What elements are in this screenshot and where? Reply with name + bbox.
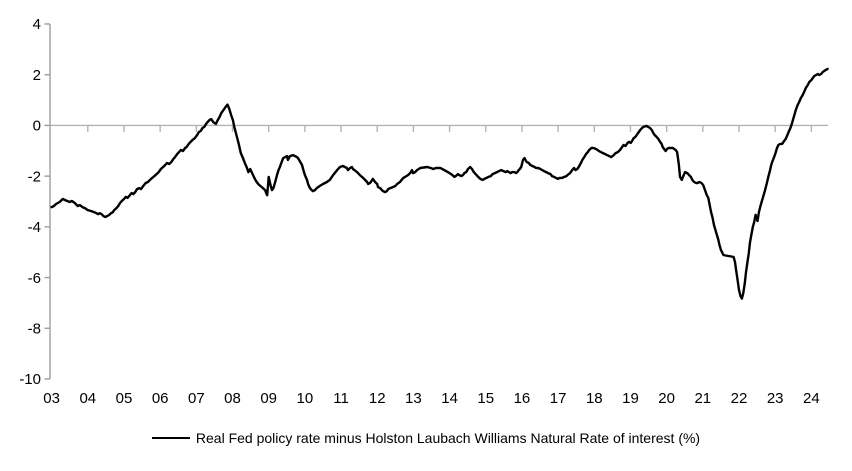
x-tick-label: 14 (441, 390, 458, 407)
x-tick-label: 04 (79, 390, 96, 407)
y-tick-label: 2 (33, 67, 41, 84)
x-tick-label: 22 (731, 390, 748, 407)
y-tick-label: -10 (19, 371, 41, 388)
y-tick-label: -4 (28, 219, 41, 236)
x-tick-label: 03 (43, 390, 60, 407)
x-tick-label: 17 (550, 390, 567, 407)
y-tick-label: 4 (33, 16, 41, 33)
legend-label: Real Fed policy rate minus Holston Lauba… (195, 430, 701, 446)
y-tick-label: -6 (28, 270, 41, 287)
x-tick-label: 10 (297, 390, 314, 407)
x-tick-label: 08 (224, 390, 241, 407)
y-tick-label: -2 (28, 168, 41, 185)
y-tick-label: -8 (28, 320, 41, 337)
x-tick-label: 05 (116, 390, 133, 407)
x-tick-label: 11 (333, 390, 349, 407)
x-tick-label: 06 (152, 390, 169, 407)
y-tick-label: 0 (33, 118, 41, 135)
chart-svg: 420-2-4-6-8-10 03 04 05 06 07 08 09 10 11 12 13 14 1… (19, 16, 829, 407)
x-tick-label: 18 (586, 390, 603, 407)
x-tick-label: 24 (803, 390, 820, 407)
y-axis (44, 23, 51, 380)
x-tick-label: 09 (260, 390, 277, 407)
series-line (50, 67, 829, 300)
x-tick-label: 07 (188, 390, 205, 407)
x-tick-label: 23 (767, 390, 784, 407)
legend: Real Fed policy rate minus Holston Lauba… (0, 430, 852, 446)
x-tick-label: 19 (622, 390, 639, 407)
x-tick-label: 20 (658, 390, 675, 407)
legend-line-swatch (151, 437, 190, 439)
x-tick-label: 15 (477, 390, 494, 407)
x-tick-label: 21 (694, 390, 711, 407)
x-tick-label: 12 (369, 390, 386, 407)
x-tick-label: 13 (405, 390, 422, 407)
x-axis-labels: 03 04 05 06 07 08 09 10 11 12 13 14 15 16 17 18 19 20 21 22… (43, 390, 819, 407)
y-axis-labels: 4 2 0 -2 -4 -6 -8 -10 (19, 16, 41, 388)
x-tick-label: 16 (514, 390, 531, 407)
x-axis-ticks (87, 125, 813, 132)
